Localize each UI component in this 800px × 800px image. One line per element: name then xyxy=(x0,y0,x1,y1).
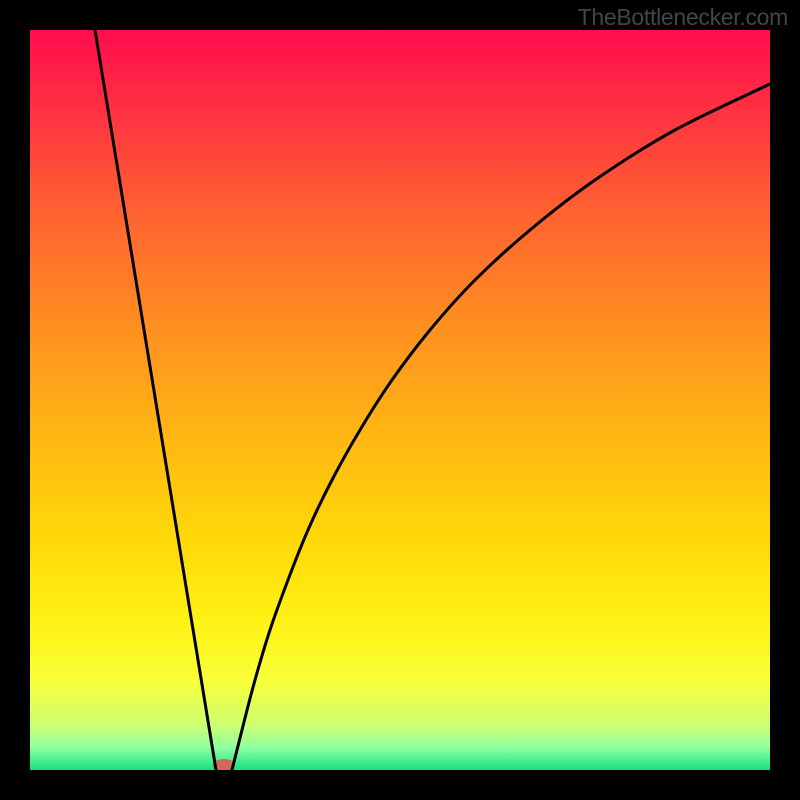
plot-area xyxy=(30,30,770,770)
chart-container: TheBottlenecker.com xyxy=(0,0,800,800)
chart-svg xyxy=(30,30,770,770)
watermark-text: TheBottlenecker.com xyxy=(578,4,788,31)
chart-background xyxy=(30,30,770,770)
